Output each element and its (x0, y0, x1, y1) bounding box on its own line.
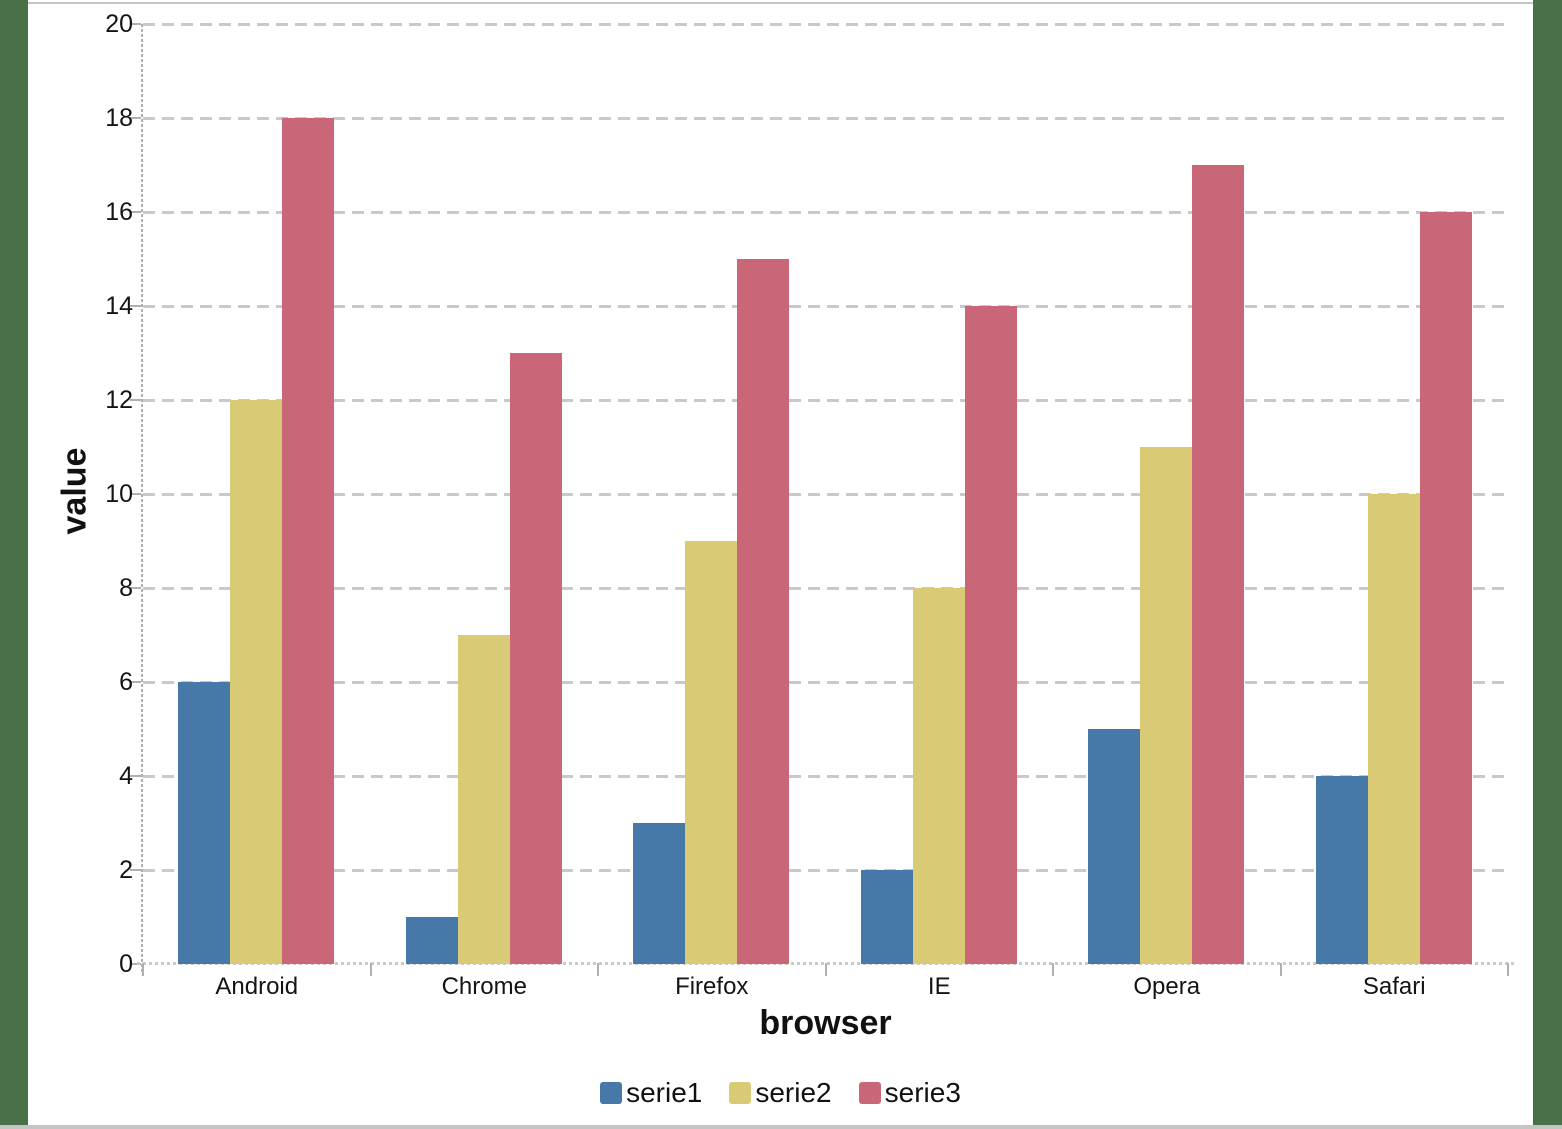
x-category-label-android: Android (215, 973, 299, 1000)
y-tick-label-20: 20 (105, 10, 133, 38)
y-tick-label-8: 8 (119, 574, 133, 602)
x-category-label-opera: Opera (1133, 973, 1201, 1000)
left-background-strip (0, 0, 28, 1125)
x-tick-5 (1279, 963, 1282, 976)
y-tick-6 (130, 681, 141, 683)
bar-serie3-opera (1192, 165, 1244, 964)
y-tick-16 (130, 211, 141, 213)
x-tick-2 (597, 963, 599, 976)
x-tick-3 (824, 963, 827, 976)
y-tick-14 (130, 305, 141, 307)
top-edge-line (28, 2, 1533, 4)
bar-serie2-android (230, 400, 282, 964)
y-tick-8 (130, 587, 141, 589)
y-tick-label-18: 18 (105, 104, 133, 132)
chart-legend: serie1 serie2 serie3 (28, 1078, 1533, 1108)
legend-swatch-serie3 (858, 1082, 881, 1104)
y-tick-label-14: 14 (105, 292, 133, 320)
bar-serie1-ie (860, 870, 913, 964)
bar-serie1-android (178, 682, 230, 964)
legend-item-serie1: serie1 (600, 1078, 702, 1108)
x-category-label-ie: IE (927, 973, 951, 1000)
y-tick-0 (130, 963, 141, 965)
legend-swatch-serie2 (729, 1082, 752, 1104)
y-tick-label-12: 12 (105, 386, 133, 414)
y-tick-label-16: 16 (105, 198, 133, 226)
bar-serie3-ie (964, 306, 1017, 964)
x-tick-0 (142, 963, 144, 976)
bar-serie1-safari (1315, 776, 1368, 964)
bottom-edge-line (0, 1125, 1562, 1129)
gridline-y-12 (143, 399, 1508, 402)
legend-label-serie2: serie2 (755, 1077, 832, 1108)
plot-area (130, 23, 1515, 976)
gridline-y-10 (143, 493, 1508, 496)
y-tick-10 (130, 493, 141, 495)
x-tick-4 (1052, 963, 1054, 976)
legend-item-serie2: serie2 (729, 1077, 832, 1108)
y-tick-label-6: 6 (119, 668, 133, 696)
y-tick-4 (130, 775, 141, 777)
bar-serie3-chrome (509, 353, 562, 964)
bar-serie3-firefox (737, 259, 789, 964)
x-tick-6 (1507, 963, 1509, 976)
y-tick-12 (130, 399, 141, 401)
x-category-label-chrome: Chrome (441, 973, 527, 1000)
bar-serie2-ie (912, 588, 965, 964)
bar-serie2-chrome (457, 635, 510, 964)
legend-label-serie3: serie3 (884, 1077, 961, 1108)
x-category-label-safari: Safari (1362, 973, 1426, 1000)
bar-serie1-firefox (633, 823, 685, 964)
gridline-y-4 (143, 775, 1508, 778)
chart-panel: value 0 2 4 6 8 10 12 14 16 18 20 Android Chrome Fir… (28, 0, 1533, 1125)
bar-serie3-safari (1419, 212, 1472, 964)
y-tick-label-2: 2 (119, 856, 133, 884)
x-tick-1 (369, 963, 372, 976)
gridline-y-16 (143, 211, 1508, 214)
right-background-strip (1533, 0, 1562, 1125)
bar-serie2-safari (1367, 494, 1420, 964)
y-tick-18 (130, 117, 141, 119)
bar-serie3-android (282, 118, 334, 964)
gridline-y-14 (143, 305, 1508, 308)
legend-item-serie3: serie3 (858, 1077, 961, 1108)
x-axis-title: browser (759, 1004, 892, 1042)
gridline-y-20 (143, 23, 1508, 26)
y-tick-2 (130, 869, 141, 871)
y-tick-label-4: 4 (119, 762, 133, 790)
legend-swatch-serie1 (600, 1082, 623, 1104)
bar-serie1-opera (1088, 729, 1140, 964)
gridline-y-2 (143, 869, 1508, 872)
y-axis-line (141, 24, 143, 972)
bar-serie1-chrome (405, 917, 458, 964)
bar-serie2-firefox (685, 541, 737, 964)
gridline-y-6 (143, 681, 1508, 684)
bar-serie2-opera (1140, 447, 1192, 964)
x-category-label-firefox: Firefox (675, 973, 749, 1000)
y-tick-label-10: 10 (105, 480, 133, 508)
gridline-y-8 (143, 587, 1508, 590)
legend-label-serie1: serie1 (626, 1077, 703, 1108)
y-tick-20 (130, 23, 141, 25)
y-tick-label-0: 0 (119, 950, 133, 978)
gridline-y-18 (143, 117, 1508, 120)
